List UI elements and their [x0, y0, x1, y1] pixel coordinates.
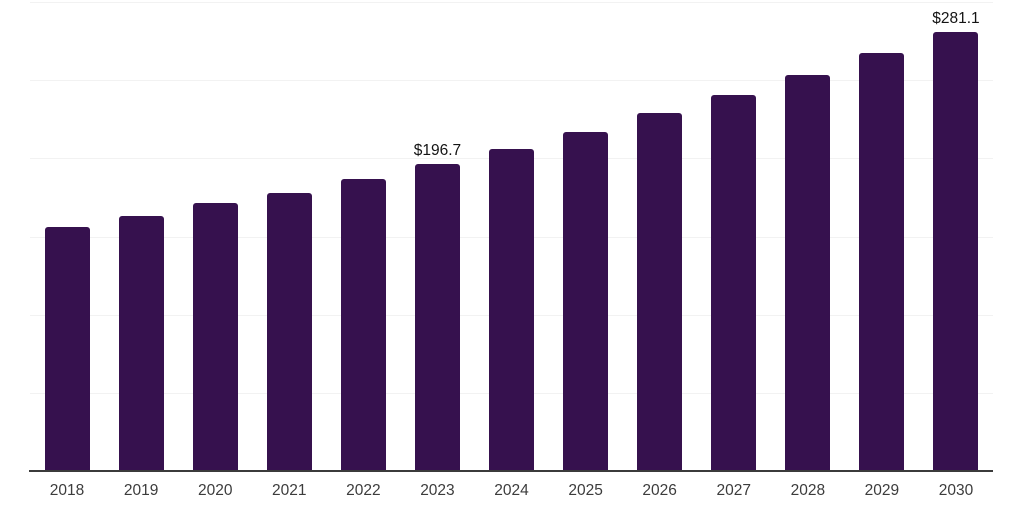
gridline — [30, 80, 993, 82]
bar-2030[interactable] — [933, 31, 979, 471]
bar-2018[interactable] — [44, 227, 90, 471]
bar-value-label: $281.1 — [932, 10, 980, 28]
x-axis-tick-label: 2025 — [568, 482, 603, 499]
x-axis-tick-label: 2027 — [716, 482, 751, 499]
bar-2020[interactable] — [192, 202, 238, 471]
bar-slot — [697, 2, 771, 471]
bar-slot — [326, 2, 400, 471]
bar-2026[interactable] — [637, 113, 683, 471]
bar-slot — [474, 2, 548, 471]
x-axis-tick-label: 2024 — [494, 482, 529, 499]
bar-2027[interactable] — [711, 95, 757, 471]
bar-slot — [252, 2, 326, 471]
bar-slot: $196.7 — [400, 2, 474, 471]
bar-2019[interactable] — [118, 215, 164, 471]
bar-slot — [104, 2, 178, 471]
bars: $196.7 $281.1 — [30, 2, 993, 471]
x-axis-tick-label: 2029 — [864, 482, 900, 499]
x-axis-tick-label: 2026 — [642, 482, 677, 499]
x-axis-labels: 2018 2019 2020 2021 2022 2023 2024 2025 2026 2027… — [30, 482, 993, 501]
bar-2028[interactable] — [785, 74, 831, 471]
x-axis-tick-label: 2028 — [790, 482, 826, 499]
bar-slot — [771, 2, 845, 471]
bar-2029[interactable] — [859, 53, 905, 471]
bar-2022[interactable] — [340, 178, 386, 471]
x-axis-tick-label: 2019 — [123, 482, 159, 499]
x-axis-tick-label: 2030 — [938, 482, 974, 499]
x-axis-tick-label: 2023 — [420, 482, 455, 499]
x-axis-tick-label: 2020 — [197, 482, 233, 499]
bar-2025[interactable] — [563, 131, 609, 471]
bar-slot — [845, 2, 919, 471]
x-axis-tick-label: 2022 — [346, 482, 381, 499]
bar-value-label: $196.7 — [413, 142, 462, 159]
bar-slot — [178, 2, 252, 471]
bar-slot — [30, 2, 104, 471]
x-axis-tick-label: 2021 — [272, 482, 307, 499]
gridline — [30, 2, 993, 3]
x-axis-line — [29, 470, 993, 472]
bar-2023[interactable] — [414, 163, 460, 471]
plot-area: $196.7 $281.1 — [30, 2, 993, 471]
x-axis-tick-label: 2018 — [49, 482, 85, 499]
bar-2021[interactable] — [266, 192, 312, 471]
bar-2024[interactable] — [489, 149, 534, 471]
bar-slot — [623, 2, 697, 471]
bar-slot — [549, 2, 623, 471]
bar-slot: $281.1 — [919, 2, 993, 471]
